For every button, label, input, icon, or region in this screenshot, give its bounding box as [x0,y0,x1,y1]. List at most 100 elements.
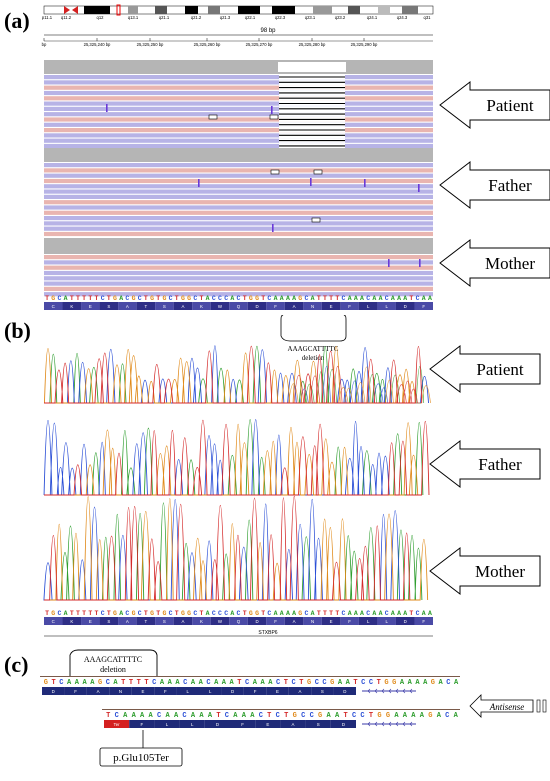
amino-acid-cell [377,302,396,310]
nucleotide: T [377,679,381,687]
intron-chevron [367,721,371,727]
amino-acid-cell [266,617,285,625]
patient-a-arrow-label: Patient [486,96,533,115]
amino-acid-letter: L [367,619,370,624]
mother-a-arrow-shape [439,238,550,288]
nucleotide: C [212,295,216,302]
read-row [44,210,433,215]
gene-label: STXBP6 [258,630,277,636]
nucleotide: A [199,679,204,687]
amino-acid-letter: T [145,304,148,309]
amino-acid-cell [154,687,177,695]
amino-acid-letter: K [70,619,73,624]
nucleotide: A [420,712,425,720]
nucleotide: A [403,295,407,302]
deletion-label-b-2: deletion [302,354,325,362]
nucleotide: C [445,712,449,720]
nucleotide: C [237,610,241,617]
nucleotide: A [113,679,118,687]
amino-acid-letter: A [298,689,301,694]
amino-acid-cell [255,720,281,728]
nucleotide: A [360,610,364,617]
nucleotide: A [354,610,358,617]
nucleotide: A [360,295,364,302]
nucleotide: A [379,295,383,302]
nucleotide: C [291,679,295,687]
amino-acid-letter: F [254,689,257,694]
amino-acid-letter: W [218,304,223,309]
amino-acid-letter: N [311,619,314,624]
trace-line [43,346,416,404]
amino-acid-letter: L [209,689,212,694]
nucleotide: T [52,679,56,687]
amino-acid-cell [129,720,155,728]
nucleotide: C [182,712,186,720]
mother-a-arrow-label: Mother [485,254,535,273]
nucleotide: C [115,712,119,720]
read-row [44,112,433,117]
read-row [44,276,433,281]
nucleotide: A [422,295,426,302]
amino-acid-letter: E [276,689,279,694]
nucleotide: G [162,295,166,302]
nucleotide: A [191,679,196,687]
nucleotide: T [45,610,49,617]
amino-acid-cell [266,687,289,695]
nucleotide: T [216,712,220,720]
nucleotide: A [64,295,68,302]
nucleotide: T [107,295,111,302]
nucleotide: A [348,610,352,617]
chromosome-band [84,6,110,14]
nucleotide: A [75,679,80,687]
amino-acid-letter: D [52,689,55,694]
read-row [44,90,433,96]
amino-acid-letter: K [200,304,203,309]
nucleotide: T [82,295,86,302]
nucleotide: G [187,610,191,617]
nucleotide: A [165,712,170,720]
band-label: q24.3 [397,15,408,20]
band-label: p11.1 [42,15,53,20]
amino-acid-letter: F [74,689,77,694]
amino-acid-letter: D [255,304,258,309]
nucleotide: T [175,610,179,617]
nucleotide: C [101,295,105,302]
band-label: q21.3 [220,15,231,20]
nucleotide: G [132,610,136,617]
read-row [44,106,433,111]
nucleotide: C [267,295,271,302]
amino-acid-letter: F [241,722,244,727]
nucleotide: G [132,295,136,302]
nucleotide: G [51,295,55,302]
band-label: q22.1 [245,15,256,20]
nucleotide: A [335,712,340,720]
chromosome-band [238,6,260,14]
father-b-arrow-label: Father [478,455,522,474]
chromosome-band [378,6,390,14]
nucleotide: G [386,712,390,720]
nucleotide: G [181,610,185,617]
amino-acid-cell [333,687,356,695]
nucleotide: G [98,679,102,687]
amino-acid-cell [243,687,267,695]
soft-clip-marker [311,217,321,223]
nucleotide: T [237,679,241,687]
amino-acid-letter: L [191,722,194,727]
nucleotide: A [191,712,196,720]
insertion-marker [419,259,421,267]
nucleotide: T [329,610,333,617]
nucleotide: C [193,295,197,302]
mother-b-arrow-shape [429,546,541,596]
patient-b-arrow-shape [429,344,541,394]
amino-acid-cell [284,302,304,310]
chromosome-band [208,6,220,14]
panel-b-letter: (b) [4,318,31,343]
nucleotide: A [206,610,210,617]
amino-acid-letter: N [311,304,314,309]
nucleotide: G [255,295,259,302]
read-row [44,138,433,143]
nucleotide: T [137,679,141,687]
nucleotide: T [299,679,303,687]
amino-acid-cell [414,302,433,310]
amino-acid-letter: E [266,722,269,727]
